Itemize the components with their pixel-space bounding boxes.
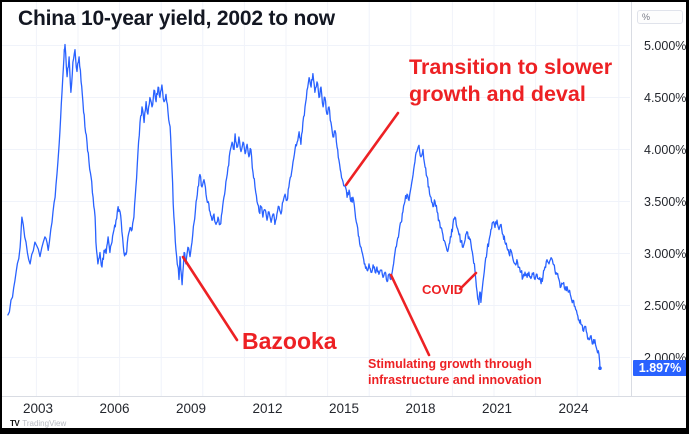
last-price-badge: 1.897%	[633, 360, 686, 377]
price-chart-canvas[interactable]: China 10-year yield, 2002 to now Transit…	[2, 2, 630, 396]
time-tick-label: 2015	[328, 401, 360, 416]
price-axis[interactable]: % 5.000% 4.500% 4.000% 3.500% 3.000% 2.500% 2.…	[631, 2, 686, 396]
yield-line	[7, 43, 601, 369]
annotation-bazooka: Bazooka	[242, 328, 337, 354]
tradingview-name: TradingView	[22, 419, 67, 428]
price-tick-label: 3.500%	[644, 194, 687, 209]
chart-title: China 10-year yield, 2002 to now	[18, 7, 335, 30]
yield-line-plot	[2, 2, 630, 396]
chart-footer: TV TradingView	[2, 419, 686, 428]
price-tick-label: 4.500%	[644, 90, 687, 105]
pointer-line-covid	[458, 271, 478, 291]
time-tick-label: 2018	[405, 401, 436, 416]
time-axis[interactable]: 2003 2006 2009 2012 2015 2018 2021 2024	[2, 396, 686, 419]
tradingview-logo[interactable]: TV TradingView	[10, 420, 66, 428]
time-tick-label: 2024	[558, 401, 589, 416]
time-tick-label: 2012	[252, 401, 283, 416]
price-tick-label: 2.500%	[644, 298, 687, 313]
annotation-transition: Transition to slower growth and deval	[409, 55, 613, 107]
time-tick-label: 2009	[175, 401, 207, 416]
time-tick-label: 2003	[22, 401, 54, 416]
annotation-stimulus: Stimulating growth through infrastructur…	[368, 357, 542, 387]
pointer-line-transition	[344, 111, 400, 187]
price-tick-label: 3.000%	[644, 246, 687, 261]
price-tick-label: 4.000%	[644, 142, 687, 157]
last-point-marker	[598, 366, 602, 371]
time-tick-label: 2021	[481, 401, 513, 416]
time-tick-label: 2006	[99, 401, 130, 416]
annotation-covid: COVID	[422, 282, 464, 297]
pointer-line-stimulus	[389, 273, 431, 357]
tradingview-icon: TV	[10, 419, 20, 428]
pointer-line-bazooka	[181, 255, 239, 342]
percent-scale-button[interactable]: %	[637, 10, 683, 24]
price-tick-label: 5.000%	[644, 38, 687, 53]
